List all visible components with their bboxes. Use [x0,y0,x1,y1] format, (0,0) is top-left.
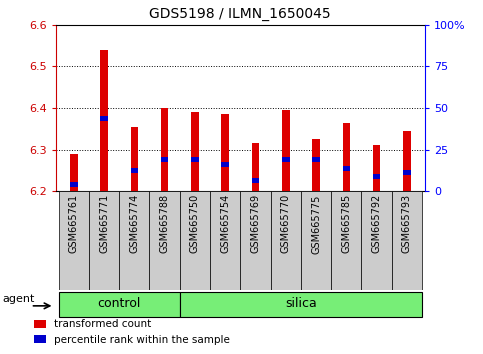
Text: silica: silica [285,297,317,310]
Bar [301,191,331,290]
Bar [342,122,350,191]
Bar [89,191,119,290]
Bar [130,127,138,191]
Bar [403,170,411,175]
Bar [70,154,77,191]
Bar [210,191,241,290]
Text: control: control [98,297,141,310]
Bar [252,143,259,191]
Bar [282,158,289,162]
Bar [191,112,199,191]
Bar [100,50,108,191]
Bar [180,191,210,290]
Text: GSM665754: GSM665754 [220,194,230,253]
Bar [149,191,180,290]
Bar [312,158,320,162]
Text: GSM665770: GSM665770 [281,194,291,253]
Bar [191,158,199,162]
Text: GSM665793: GSM665793 [402,194,412,253]
Bar [282,110,289,191]
Text: GSM665750: GSM665750 [190,194,200,253]
Bar [252,178,259,183]
Bar [221,162,229,167]
Bar [312,139,320,191]
Bar [392,191,422,290]
Bar [100,116,108,121]
Text: GSM665785: GSM665785 [341,194,351,253]
Bar [342,166,350,171]
Bar [130,168,138,173]
Bar [58,191,89,290]
Bar [221,114,229,191]
Bar [331,191,361,290]
Bar [119,191,149,290]
Text: GSM665774: GSM665774 [129,194,139,253]
Bar [361,191,392,290]
Text: GSM665788: GSM665788 [159,194,170,253]
Bar [161,158,169,162]
Text: GSM665792: GSM665792 [371,194,382,253]
Text: GSM665775: GSM665775 [311,194,321,253]
Bar [161,108,169,191]
Text: GSM665761: GSM665761 [69,194,79,253]
Bar [70,182,77,187]
Bar [241,191,270,290]
Bar [373,174,381,179]
Title: GDS5198 / ILMN_1650045: GDS5198 / ILMN_1650045 [149,7,331,21]
Text: GSM665769: GSM665769 [251,194,260,253]
Bar [180,292,422,317]
Text: GSM665771: GSM665771 [99,194,109,253]
Text: agent: agent [3,294,35,304]
Bar [270,191,301,290]
Legend: transformed count, percentile rank within the sample: transformed count, percentile rank withi… [29,315,234,349]
Bar [373,145,381,191]
Bar [403,131,411,191]
Bar [58,292,180,317]
